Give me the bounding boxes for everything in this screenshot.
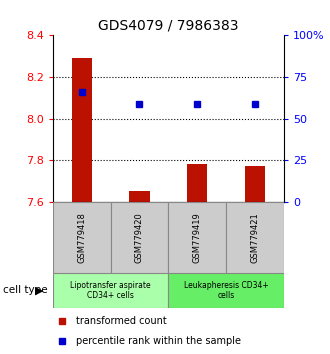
Text: GSM779419: GSM779419 (193, 212, 202, 263)
Text: GSM779421: GSM779421 (250, 212, 259, 263)
Text: Leukapheresis CD34+
cells: Leukapheresis CD34+ cells (184, 281, 268, 300)
Text: cell type: cell type (3, 285, 48, 295)
Bar (245, 166, 265, 202)
Text: transformed count: transformed count (76, 316, 167, 326)
Bar (168, 273, 284, 308)
Bar (168, 202, 226, 273)
Text: Lipotransfer aspirate
CD34+ cells: Lipotransfer aspirate CD34+ cells (70, 281, 151, 300)
Bar (129, 192, 149, 202)
Text: ▶: ▶ (35, 285, 44, 295)
Bar (72, 58, 92, 202)
Bar (53, 202, 111, 273)
Bar (187, 164, 207, 202)
Bar (53, 273, 168, 308)
Bar (226, 202, 284, 273)
Text: GSM779420: GSM779420 (135, 212, 144, 263)
Bar (111, 202, 168, 273)
Title: GDS4079 / 7986383: GDS4079 / 7986383 (98, 19, 239, 33)
Text: GSM779418: GSM779418 (77, 212, 86, 263)
Text: percentile rank within the sample: percentile rank within the sample (76, 336, 241, 346)
